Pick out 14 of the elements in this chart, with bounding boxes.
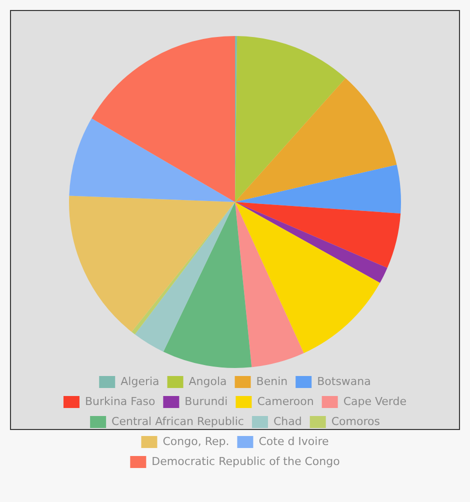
legend-label: Central African Republic: [112, 414, 244, 428]
legend-label: Comoros: [331, 414, 380, 428]
legend-label: Democratic Republic of the Congo: [152, 454, 340, 468]
legend-label: Cape Verde: [343, 394, 407, 408]
legend-label: Congo, Rep.: [162, 434, 230, 448]
legend-label: Burundi: [184, 394, 228, 408]
legend-label: Algeria: [120, 374, 160, 388]
legend-label: Botswana: [317, 374, 371, 388]
legend-label: Angola: [188, 374, 227, 388]
legend-label: Cote d Ivoire: [258, 434, 329, 448]
legend-label: Cameroon: [257, 394, 314, 408]
legend-label: Burkina Faso: [84, 394, 156, 408]
legend-label: Chad: [273, 414, 302, 428]
legend-label: Benin: [256, 374, 288, 388]
